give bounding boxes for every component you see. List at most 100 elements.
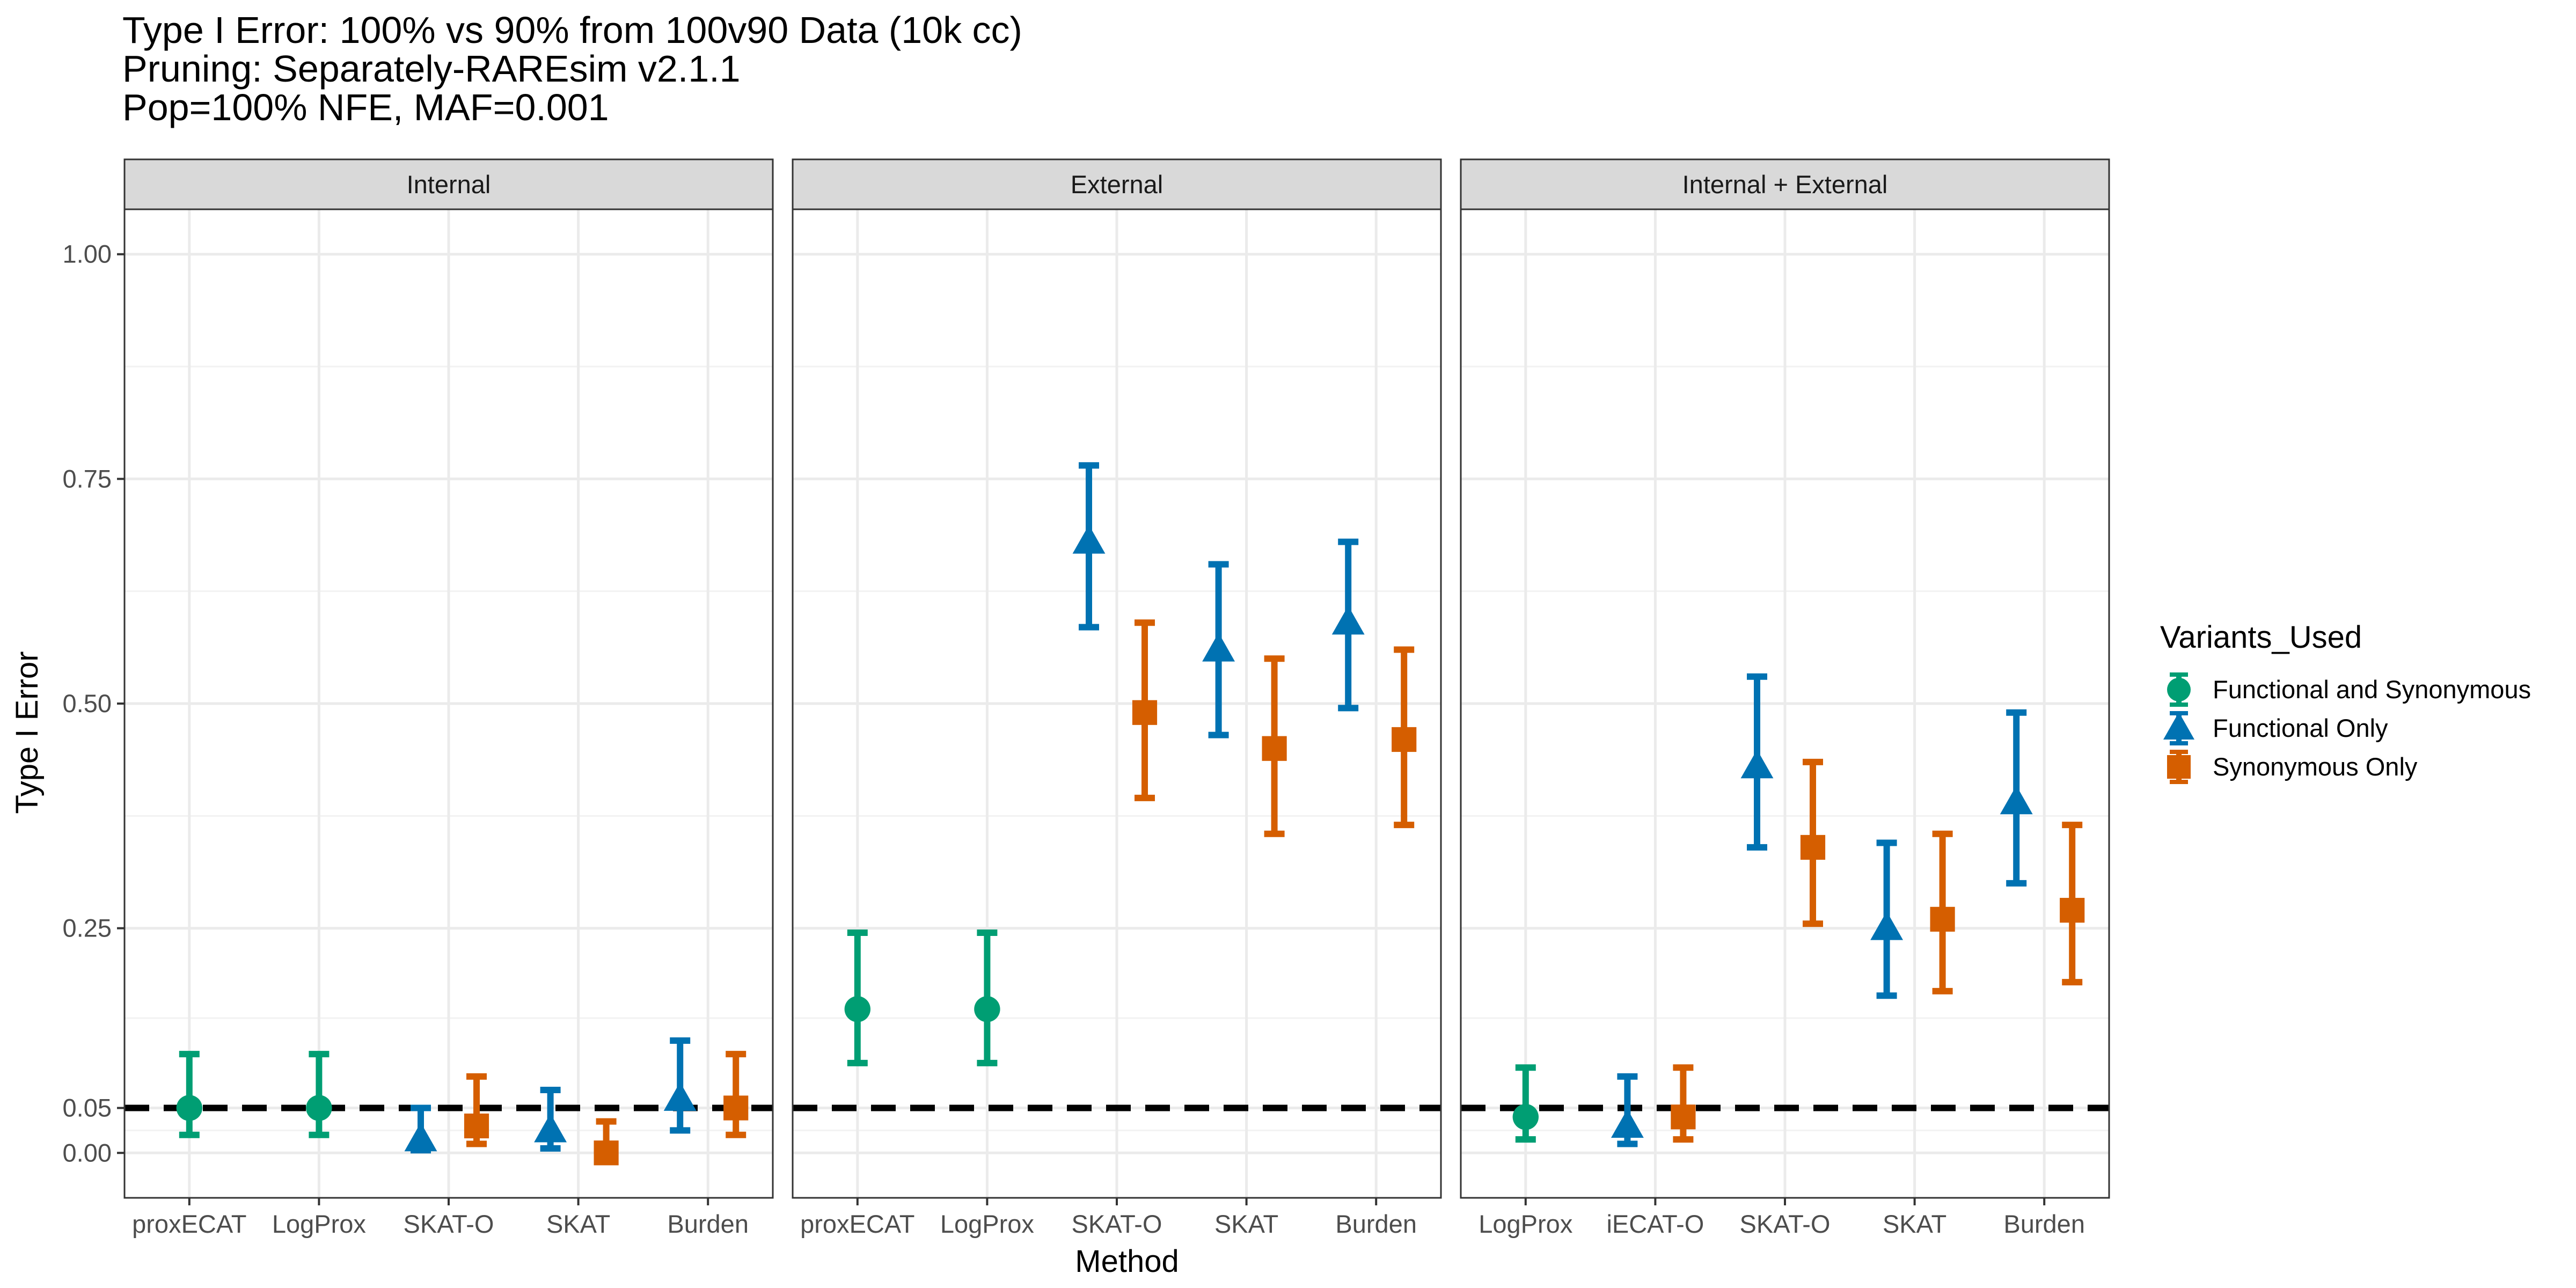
y-tick-label-0-75: 0.75 bbox=[63, 464, 112, 493]
y-axis: 0.00 0.05 0.25 0.50 0.75 1.00 bbox=[63, 240, 125, 1167]
x-axis-title: Method bbox=[1075, 1244, 1179, 1279]
x-tick-label-skat-o: SKAT-O bbox=[1740, 1210, 1831, 1238]
point-proxecat-functional-and-synonymous bbox=[176, 1051, 202, 1138]
strip-background bbox=[123, 158, 774, 210]
point-skat-o-functional-only bbox=[404, 1104, 437, 1154]
point-iecat-o-functional-only bbox=[1611, 1073, 1644, 1147]
marker-triangle bbox=[1202, 633, 1235, 662]
marker-circle bbox=[176, 1095, 202, 1121]
chart-title-line-2: Pruning: Separately-RAREsim v2.1.1 bbox=[122, 48, 741, 90]
legend: Variants_Used Functional and Synonymous F… bbox=[2160, 620, 2531, 784]
marker-square bbox=[1671, 1104, 1696, 1130]
x-tick-label-logprox: LogProx bbox=[1479, 1210, 1572, 1238]
point-burden-functional-only bbox=[663, 1037, 697, 1134]
point-burden-synonymous-only bbox=[2060, 822, 2085, 986]
marker-square bbox=[1800, 835, 1826, 860]
marker-triangle bbox=[663, 1082, 697, 1111]
x-tick-label-skat: SKAT bbox=[1883, 1210, 1946, 1238]
marker-square bbox=[1930, 906, 1955, 932]
x-tick-label-skat: SKAT bbox=[546, 1210, 610, 1238]
panel-internal-external: Internal + External LogProx iECAT-O SKAT-O S… bbox=[1460, 158, 2110, 1238]
point-skat-o-functional-only bbox=[1740, 673, 1774, 851]
point-burden-functional-only bbox=[1331, 538, 1365, 712]
x-tick-label-iecat-o: iECAT-O bbox=[1606, 1210, 1704, 1238]
point-skat-o-synonymous-only bbox=[464, 1073, 489, 1147]
x-tick-label-skat: SKAT bbox=[1214, 1210, 1278, 1238]
point-skat-synonymous-only bbox=[1262, 655, 1287, 837]
legend-title: Variants_Used bbox=[2160, 620, 2362, 655]
strip-background bbox=[1460, 158, 2110, 210]
point-burden-synonymous-only bbox=[1392, 646, 1417, 829]
point-logprox-functional-and-synonymous bbox=[306, 1051, 332, 1138]
marker-circle bbox=[1512, 1104, 1539, 1130]
strip-label-internal-external: Internal + External bbox=[1682, 170, 1888, 199]
legend-marker-square bbox=[2167, 755, 2191, 779]
point-proxecat-functional-and-synonymous bbox=[844, 930, 871, 1066]
strip-label-external: External bbox=[1071, 170, 1163, 199]
marker-circle bbox=[306, 1095, 332, 1121]
legend-entry-synonymous-only: Synonymous Only bbox=[2167, 750, 2418, 784]
marker-square bbox=[1132, 700, 1158, 725]
strip-label-internal: Internal bbox=[407, 170, 491, 199]
marker-triangle bbox=[534, 1113, 567, 1143]
point-skat-o-synonymous-only bbox=[1132, 619, 1158, 801]
legend-label-functional-only: Functional Only bbox=[2213, 714, 2388, 742]
point-skat-functional-only bbox=[1870, 839, 1904, 999]
x-tick-label-logprox: LogProx bbox=[940, 1210, 1034, 1238]
marker-triangle bbox=[1072, 525, 1106, 554]
x-tick-label-proxecat: proxECAT bbox=[132, 1210, 246, 1238]
panel-internal: Internal proxECAT LogProx SKAT-O SKAT Burden bbox=[123, 158, 774, 1238]
marker-square bbox=[1262, 736, 1287, 761]
point-skat-o-functional-only bbox=[1072, 462, 1106, 631]
point-skat-synonymous-only bbox=[594, 1118, 619, 1166]
x-tick-label-burden: Burden bbox=[1335, 1210, 1417, 1238]
marker-square bbox=[2060, 898, 2085, 923]
x-tick-label-proxecat: proxECAT bbox=[800, 1210, 914, 1238]
marker-circle bbox=[974, 996, 1000, 1022]
point-burden-synonymous-only bbox=[723, 1051, 749, 1138]
legend-entry-functional-only: Functional Only bbox=[2163, 711, 2388, 745]
marker-circle bbox=[844, 996, 871, 1022]
point-logprox-functional-and-synonymous bbox=[1512, 1064, 1539, 1143]
marker-square bbox=[464, 1113, 489, 1139]
legend-marker-triangle bbox=[2163, 712, 2194, 740]
marker-triangle bbox=[1870, 911, 1904, 940]
marker-triangle bbox=[404, 1122, 437, 1152]
marker-triangle bbox=[1611, 1109, 1644, 1138]
x-tick-label-burden: Burden bbox=[667, 1210, 749, 1238]
point-skat-functional-only bbox=[1202, 561, 1235, 738]
chart-title-line-1: Type I Error: 100% vs 90% from 100v90 Da… bbox=[122, 9, 1022, 51]
y-tick-label-0-00: 0.00 bbox=[63, 1138, 112, 1167]
chart-title: Type I Error: 100% vs 90% from 100v90 Da… bbox=[122, 9, 1022, 128]
point-burden-functional-only bbox=[2000, 709, 2033, 887]
x-tick-label-burden: Burden bbox=[2003, 1210, 2085, 1238]
panel-external: External proxECAT LogProx SKAT-O SKAT Burden bbox=[792, 158, 1442, 1238]
legend-entry-functional-and-synonymous: Functional and Synonymous bbox=[2167, 672, 2531, 707]
marker-triangle bbox=[2000, 785, 2033, 815]
x-tick-label-skat-o: SKAT-O bbox=[404, 1210, 494, 1238]
marker-square bbox=[1392, 727, 1417, 752]
x-tick-label-logprox: LogProx bbox=[272, 1210, 366, 1238]
marker-square bbox=[723, 1095, 749, 1121]
point-skat-synonymous-only bbox=[1930, 830, 1955, 994]
y-tick-label-0-25: 0.25 bbox=[63, 914, 112, 942]
strip-background bbox=[792, 158, 1442, 210]
point-skat-functional-only bbox=[534, 1087, 567, 1152]
y-axis-title: Type I Error bbox=[10, 652, 45, 814]
point-logprox-functional-and-synonymous bbox=[974, 930, 1000, 1066]
y-tick-label-0-05: 0.05 bbox=[63, 1094, 112, 1122]
marker-square bbox=[594, 1140, 619, 1166]
legend-label-functional-and-synonymous: Functional and Synonymous bbox=[2213, 675, 2531, 704]
chart-title-line-3: Pop=100% NFE, MAF=0.001 bbox=[122, 86, 609, 128]
marker-triangle bbox=[1740, 749, 1774, 779]
x-tick-label-skat-o: SKAT-O bbox=[1072, 1210, 1162, 1238]
marker-triangle bbox=[1331, 605, 1365, 635]
y-tick-label-0-50: 0.50 bbox=[63, 689, 112, 718]
point-skat-o-synonymous-only bbox=[1800, 758, 1826, 927]
legend-marker-circle bbox=[2167, 678, 2191, 701]
point-iecat-o-synonymous-only bbox=[1671, 1064, 1696, 1143]
legend-label-synonymous-only: Synonymous Only bbox=[2213, 752, 2418, 781]
y-tick-label-1-00: 1.00 bbox=[63, 240, 112, 268]
